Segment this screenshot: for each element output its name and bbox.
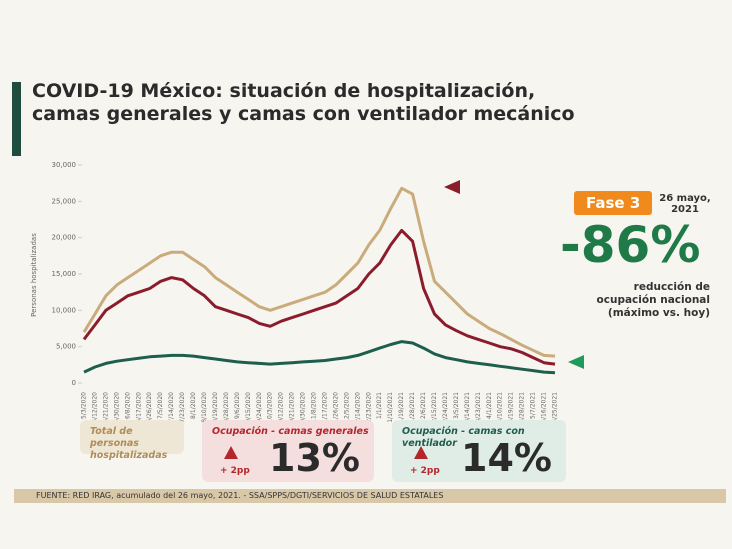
x-tick-label: 11/26/2020 xyxy=(332,392,339,427)
y-tick-label: 30,000 xyxy=(52,161,77,169)
x-tick-label: 6/26/2020 xyxy=(146,392,153,423)
x-tick-label: 7/23/2020 xyxy=(179,392,186,423)
card-label: Ocupación - camas generales xyxy=(212,426,369,437)
card: Total de personas hospitalizadas xyxy=(80,420,184,461)
x-tick-label: 6/17/2020 xyxy=(135,392,142,423)
card-change: + 2pp xyxy=(220,466,250,476)
accent-bar xyxy=(12,82,21,156)
card: Ocupación - camas con ventilador + 2pp 1… xyxy=(392,420,566,482)
x-tick-label: 5/16/2021 xyxy=(541,392,548,423)
x-tick-label: 1/10/2021 xyxy=(387,392,394,423)
x-tick-label: 7/14/2020 xyxy=(168,392,175,423)
phase-badge: Fase 3 xyxy=(574,191,653,215)
x-tick-label: 11/17/2020 xyxy=(321,392,328,427)
arrow xyxy=(444,180,460,194)
x-tick-label: 3/23/2021 xyxy=(475,392,482,423)
x-tick-label: 4/10/2021 xyxy=(497,392,504,423)
card-value: 13% xyxy=(269,436,360,480)
x-tick-label: 12/14/2020 xyxy=(354,392,361,427)
x-tick-label: 11/8/2020 xyxy=(311,392,318,423)
x-tick-label: 7/5/2020 xyxy=(157,392,164,419)
x-tick-label: 8/28/2020 xyxy=(223,392,230,423)
y-tick-label: 0 xyxy=(72,379,76,387)
y-axis-label: Personas hospitalizadas xyxy=(30,233,38,317)
x-tick-label: 5/3/2020 xyxy=(81,392,88,419)
reduction: -86% xyxy=(560,216,701,274)
x-tick-label: 2/15/2021 xyxy=(431,392,438,423)
x-tick-label: 1/1/2021 xyxy=(376,392,383,419)
series-line xyxy=(82,186,556,358)
arrow xyxy=(568,355,584,369)
x-tick-label: 2/6/2021 xyxy=(420,392,427,419)
x-tick-label: 8/10/2020 xyxy=(201,392,208,423)
x-tick-label: 12/23/2020 xyxy=(365,392,372,427)
x-tick-label: 9/15/2020 xyxy=(245,392,252,423)
x-tick-label: 9/6/2020 xyxy=(234,392,241,419)
y-tick-label: 5,000 xyxy=(56,343,76,351)
x-tick-label: 10/12/2020 xyxy=(278,392,285,427)
x-tick-label: 5/12/2020 xyxy=(91,392,98,423)
reduction-text: reducción de ocupación nacional (máximo … xyxy=(596,281,710,319)
x-tick-label: 5/30/2020 xyxy=(113,392,120,423)
x-tick-label: 8/1/2020 xyxy=(190,392,197,419)
x-tick-label: 10/30/2020 xyxy=(300,392,307,427)
footer: FUENTE: RED IRAG, acumulado del 26 mayo,… xyxy=(14,489,726,503)
y-tick-label: 10,000 xyxy=(52,306,77,314)
x-tick-label: 10/21/2020 xyxy=(289,392,296,427)
x-tick-label: 12/5/2020 xyxy=(343,392,350,423)
card-change: + 2pp xyxy=(410,466,440,476)
y-tick-label: 25,000 xyxy=(52,197,77,205)
series-line xyxy=(82,228,556,366)
slide-title: COVID-19 México: situación de hospitaliz… xyxy=(32,80,575,125)
x-tick-label: 3/14/2021 xyxy=(464,392,471,423)
up-arrow xyxy=(414,446,428,459)
series-line xyxy=(83,340,556,375)
x-tick-label: 5/25/2021 xyxy=(552,392,559,423)
x-tick-label: 4/19/2021 xyxy=(508,392,515,423)
card-label: Ocupación - camas con ventilador xyxy=(402,426,525,449)
x-tick-label: 10/3/2020 xyxy=(267,392,274,423)
x-tick-label: 8/19/2020 xyxy=(212,392,219,423)
x-tick-label: 4/28/2021 xyxy=(519,392,526,423)
x-tick-label: 3/5/2021 xyxy=(453,392,460,419)
x-tick-label: 4/1/2021 xyxy=(486,392,493,419)
card-value: 14% xyxy=(461,436,552,480)
y-tick-label: 15,000 xyxy=(52,270,77,278)
x-tick-label: 1/28/2021 xyxy=(409,392,416,423)
x-tick-label: 5/21/2020 xyxy=(102,392,109,423)
x-tick-label: 1/19/2021 xyxy=(398,392,405,423)
card-label: Total de personas hospitalizadas xyxy=(90,426,168,461)
x-tick-label: 5/7/2021 xyxy=(530,392,537,419)
x-tick-label: 6/8/2020 xyxy=(124,392,131,419)
x-tick-label: 2/24/2021 xyxy=(442,392,449,423)
x-tick-label: 9/24/2020 xyxy=(256,392,263,423)
date: 26 mayo, 2021 xyxy=(659,193,711,215)
up-arrow xyxy=(224,446,238,459)
card: Ocupación - camas generales + 2pp 13% xyxy=(202,420,374,482)
y-tick-label: 20,000 xyxy=(52,234,77,242)
